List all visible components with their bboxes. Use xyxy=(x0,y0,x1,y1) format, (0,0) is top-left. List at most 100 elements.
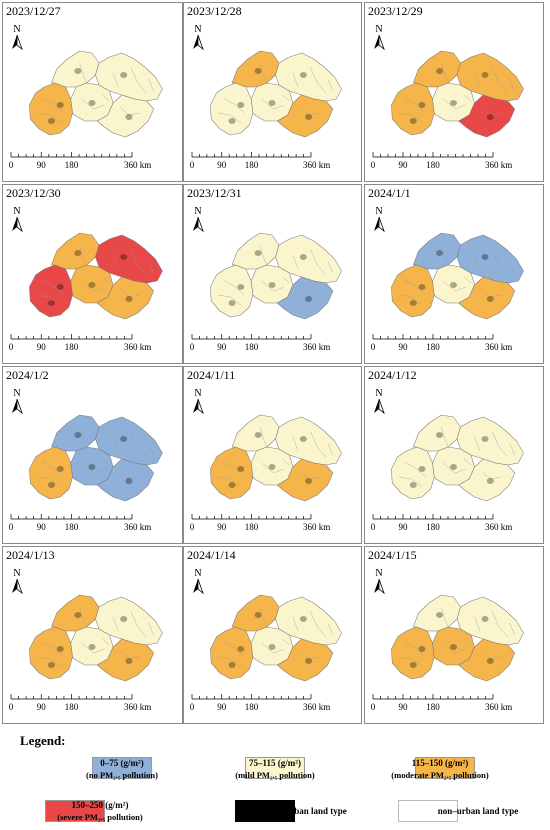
county-boundary xyxy=(261,642,285,654)
north-arrow-icon xyxy=(12,34,23,51)
legend-title: Legend: xyxy=(20,733,66,748)
urban-area xyxy=(74,612,82,618)
legend-label-moderate: 115–150 (g/m²) xyxy=(411,758,469,768)
scale-tick-label: 0 xyxy=(9,342,14,352)
urban-area xyxy=(418,466,426,472)
map-panel: N 0 90 180 360 km 2024/1/13 xyxy=(2,546,183,724)
county-boundary xyxy=(282,638,290,646)
county-boundary xyxy=(112,254,119,270)
panel-date: 2023/12/30 xyxy=(6,186,61,200)
county-boundary xyxy=(481,650,501,660)
north-arrow-label: N xyxy=(194,206,201,217)
panel-date: 2024/1/12 xyxy=(368,368,417,382)
county-boundary xyxy=(218,476,241,488)
region-west xyxy=(29,626,73,680)
county-boundary xyxy=(310,610,327,638)
region-south xyxy=(276,458,334,502)
region-north xyxy=(412,414,461,452)
urban-area xyxy=(88,282,96,288)
county-boundary xyxy=(399,294,423,306)
map-figure: N 0 90 180 360 km xyxy=(190,568,342,712)
map-panel: N 0 90 180 360 km 2023/12/29 xyxy=(364,2,544,182)
province-map xyxy=(29,594,163,682)
county-boundary xyxy=(102,276,110,284)
urban-area xyxy=(305,658,313,664)
province-map xyxy=(391,232,524,320)
province-map xyxy=(210,50,342,138)
scale-tick-label: 360 km xyxy=(303,522,330,532)
scale-tick-label: 90 xyxy=(399,522,409,532)
province-map xyxy=(391,414,524,502)
urban-area xyxy=(268,464,276,470)
map-figure: N 0 90 180 360 km xyxy=(371,568,524,712)
scale-tick-label: 360 km xyxy=(485,702,512,712)
county-boundary xyxy=(463,276,472,284)
urban-area xyxy=(268,282,276,288)
urban-area xyxy=(436,612,443,618)
scale-tick-label: 90 xyxy=(217,702,227,712)
county-boundary xyxy=(148,78,154,92)
urban-area xyxy=(237,102,245,108)
county-boundary xyxy=(491,66,508,94)
urban-area xyxy=(228,662,236,668)
county-boundary xyxy=(299,650,319,660)
county-boundary xyxy=(120,106,140,116)
scale-bar: 0 90 180 360 km xyxy=(190,514,330,532)
urban-area xyxy=(74,432,82,438)
county-boundary xyxy=(509,622,515,636)
urban-area xyxy=(481,72,489,78)
map-figure: N 0 90 180 360 km xyxy=(190,388,342,532)
map-figure: N 0 90 180 360 km xyxy=(371,388,524,532)
map-figure: N 0 90 180 360 km xyxy=(9,206,163,352)
county-boundary xyxy=(218,294,241,306)
province-map xyxy=(210,594,342,682)
legend-swatch-mild xyxy=(245,757,305,779)
urban-area xyxy=(486,658,494,664)
county-boundary xyxy=(481,470,501,480)
county-boundary xyxy=(404,279,426,296)
county-boundary xyxy=(399,656,423,668)
urban-area xyxy=(56,284,64,290)
county-boundary xyxy=(259,426,267,448)
panel-date: 2024/1/15 xyxy=(368,548,417,562)
county-boundary xyxy=(102,94,110,102)
urban-area xyxy=(436,250,443,256)
urban-area xyxy=(436,68,443,74)
county-boundary xyxy=(259,606,267,628)
map-panel: N 0 90 180 360 km 2024/1/12 xyxy=(364,366,544,544)
scale-tick-label: 0 xyxy=(190,522,195,532)
county-boundary xyxy=(292,254,299,270)
urban-area xyxy=(305,296,313,302)
region-west xyxy=(391,264,435,318)
north-arrow-label: N xyxy=(194,24,201,35)
scale-tick-label: 0 xyxy=(371,342,376,352)
region-south xyxy=(96,638,154,682)
urban-area xyxy=(254,250,262,256)
region-west xyxy=(210,446,254,500)
county-boundary xyxy=(463,458,472,466)
county-boundary xyxy=(442,462,466,474)
scale-tick-label: 360 km xyxy=(303,160,330,170)
county-boundary xyxy=(42,279,64,296)
urban-area xyxy=(409,118,417,124)
map-panel: N 0 90 180 360 km 2023/12/27 xyxy=(2,2,183,182)
region-south xyxy=(276,638,334,682)
scale-tick-label: 180 xyxy=(426,342,440,352)
region-north xyxy=(51,414,100,452)
panel-date: 2024/1/1 xyxy=(368,186,411,200)
region-west xyxy=(29,446,73,500)
scale-tick-label: 90 xyxy=(217,522,227,532)
urban-area xyxy=(481,254,489,260)
scale-tick-label: 90 xyxy=(37,160,47,170)
urban-area xyxy=(254,432,262,438)
urban-area xyxy=(47,118,55,124)
county-boundary xyxy=(81,280,105,292)
north-arrow-icon xyxy=(193,216,204,233)
scale-tick-label: 180 xyxy=(65,342,79,352)
county-boundary xyxy=(404,461,426,478)
county-boundary xyxy=(130,610,147,638)
legend-swatch-urban xyxy=(235,800,295,822)
legend-swatch-moderate xyxy=(415,757,475,779)
scale-tick-label: 180 xyxy=(65,522,79,532)
urban-area xyxy=(228,300,236,306)
